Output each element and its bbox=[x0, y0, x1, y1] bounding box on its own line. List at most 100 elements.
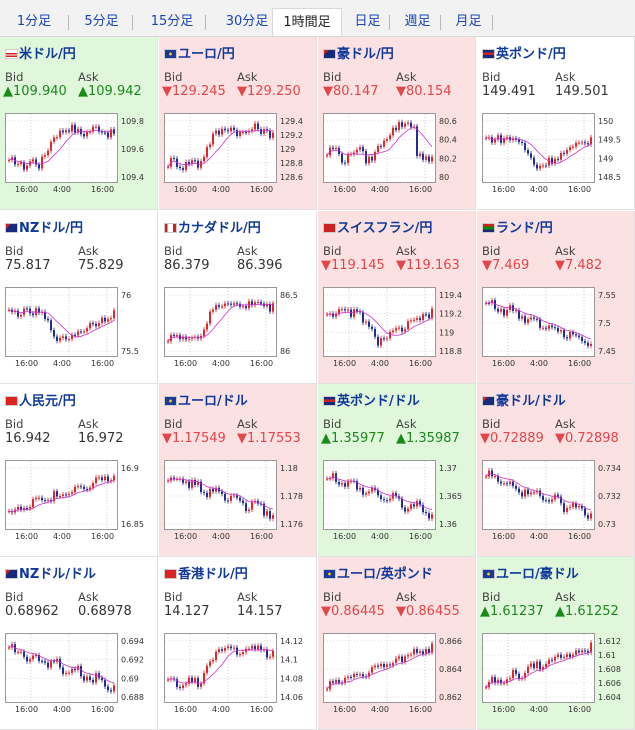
rate-panel[interactable]: NZドル/ドル Bid Ask 0.68962 0.68978 0.694 0.692 0.6… bbox=[0, 557, 158, 730]
pair-name-link[interactable]: ユーロ/ドル bbox=[164, 390, 248, 409]
rate-panel[interactable]: 香港ドル/円 Bid Ask 14.127 14.157 14.12 14.1 14.08 14… bbox=[159, 557, 317, 730]
moving-average-line bbox=[485, 473, 592, 511]
rate-panel[interactable]: スイスフラン/円 Bid Ask ▼119.145 ▼119.163 119.4 119.2… bbox=[318, 211, 476, 384]
price-chart[interactable]: 7.55 7.5 7.45 16:00 4:00 16:00 bbox=[482, 287, 632, 369]
price-chart[interactable]: 76 75.5 16:00 4:00 16:00 bbox=[5, 287, 155, 369]
x-tick-label: 4:00 bbox=[371, 532, 389, 541]
y-tick-label: 7.55 bbox=[598, 291, 616, 300]
pair-name-link[interactable]: ランド/円 bbox=[482, 217, 553, 236]
candle-body bbox=[200, 481, 202, 493]
candle-body bbox=[380, 338, 382, 346]
candle-body bbox=[575, 503, 577, 508]
candle-body bbox=[62, 130, 64, 133]
candle-body bbox=[182, 168, 184, 170]
candle-body bbox=[329, 478, 331, 480]
candle-body bbox=[500, 679, 502, 684]
x-tick-label: 16:00 bbox=[15, 532, 38, 541]
moving-average-line bbox=[167, 478, 274, 510]
rate-panel[interactable]: ランド/円 Bid Ask ▼7.469 ▼7.482 7.55 7.5 7.45 16:00 4… bbox=[477, 211, 635, 384]
candle-body bbox=[380, 495, 382, 500]
rate-panel[interactable]: NZドル/円 Bid Ask 75.817 75.829 76 75.5 16:00 4:00 1… bbox=[0, 211, 158, 384]
rate-panel[interactable]: 英ポンド/円 Bid Ask 149.491 149.501 150 149.5 149 148… bbox=[477, 37, 635, 210]
candle-body bbox=[581, 650, 583, 653]
candle-body bbox=[590, 137, 592, 145]
tab-5[interactable]: 1時間足 bbox=[272, 8, 342, 36]
price-chart[interactable]: 1.37 1.365 1.36 16:00 4:00 16:00 bbox=[323, 460, 473, 542]
rate-panel[interactable]: ユーロ/英ポンド Bid Ask ▼0.86445 ▼0.86455 0.866 0.864… bbox=[318, 557, 476, 730]
y-tick-label: 129.2 bbox=[280, 131, 303, 140]
candle-body bbox=[572, 503, 574, 507]
candle-body bbox=[179, 686, 181, 689]
rate-panel[interactable]: 豪ドル/ドル Bid Ask ▼0.72889 ▼0.72898 0.734 0.732 0.… bbox=[477, 384, 635, 557]
candle-body bbox=[521, 678, 523, 680]
rate-panel[interactable]: 人民元/円 Bid Ask 16.942 16.972 16.9 16.85 16:00 4:0… bbox=[0, 384, 158, 557]
candle-body bbox=[362, 312, 364, 323]
pair-name-link[interactable]: 豪ドル/ドル bbox=[482, 390, 566, 409]
candle-body bbox=[77, 486, 79, 488]
candle-body bbox=[365, 493, 367, 495]
candle-body bbox=[80, 486, 82, 488]
pair-name-link[interactable]: ユーロ/英ポンド bbox=[323, 563, 433, 582]
candle-body bbox=[257, 302, 259, 304]
tab-8[interactable]: 月足 bbox=[455, 14, 482, 29]
pair-name-link[interactable]: ユーロ/円 bbox=[164, 43, 235, 62]
candle-body bbox=[239, 654, 241, 656]
tab-2[interactable]: 5分足 bbox=[84, 14, 119, 29]
price-chart[interactable]: 86.5 86 16:00 4:00 16:00 bbox=[164, 287, 314, 369]
pair-name-link[interactable]: カナダドル/円 bbox=[164, 217, 261, 236]
candle-body bbox=[584, 508, 586, 516]
tab-6[interactable]: 日足 bbox=[354, 14, 381, 29]
candle-body bbox=[101, 317, 103, 324]
pair-name-link[interactable]: NZドル/ドル bbox=[5, 563, 96, 582]
rate-panel[interactable]: ユーロ/円 Bid Ask ▼129.245 ▼129.250 129.4 129.2 129… bbox=[159, 37, 317, 210]
ask-label: Ask bbox=[78, 417, 99, 431]
pair-name-link[interactable]: 豪ドル/円 bbox=[323, 43, 394, 62]
rate-panel[interactable]: ユーロ/豪ドル Bid Ask ▲1.61237 ▲1.61252 1.612 1.61 1.… bbox=[477, 557, 635, 730]
price-chart[interactable]: 0.734 0.732 0.73 16:00 4:00 16:00 bbox=[482, 460, 632, 542]
price-chart[interactable]: 14.12 14.1 14.08 14.06 16:00 4:00 16:00 bbox=[164, 633, 314, 715]
candle-body bbox=[347, 154, 349, 164]
candlestick-chart: 129.4 129.2 129 128.8 128.6 16:00 4:00 16:00 bbox=[164, 113, 303, 194]
price-chart[interactable]: 0.694 0.692 0.69 0.688 16:00 4:00 16:00 bbox=[5, 633, 155, 715]
rate-panel[interactable]: カナダドル/円 Bid Ask 86.379 86.396 86.5 86 16:00 4:00… bbox=[159, 211, 317, 384]
price-chart[interactable]: 119.4 119.2 119 118.8 16:00 4:00 16:00 bbox=[323, 287, 473, 369]
price-chart[interactable]: 1.612 1.61 1.608 1.606 1.604 16:00 4:00 16:00 bbox=[482, 633, 632, 715]
pair-name-link[interactable]: 香港ドル/円 bbox=[164, 563, 248, 582]
rate-panel[interactable]: 豪ドル/円 Bid Ask ▼80.147 ▼80.154 80.6 80.4 80.2 80 1… bbox=[318, 37, 476, 210]
pair-name-link[interactable]: 英ポンド/円 bbox=[482, 43, 566, 62]
candle-body bbox=[542, 495, 544, 501]
flag-icon bbox=[5, 49, 18, 59]
price-chart[interactable]: 0.866 0.864 0.862 16:00 4:00 16:00 bbox=[323, 633, 473, 715]
pair-name-link[interactable]: 米ドル/円 bbox=[5, 43, 76, 62]
candle-body bbox=[524, 143, 526, 151]
price-chart[interactable]: 129.4 129.2 129 128.8 128.6 16:00 4:00 16:00 bbox=[164, 113, 314, 195]
candle-body bbox=[65, 336, 67, 340]
tab-4[interactable]: 30分足 bbox=[225, 14, 269, 29]
pair-name-link[interactable]: NZドル/円 bbox=[5, 217, 83, 236]
price-chart[interactable]: 109.8 109.6 109.4 16:00 4:00 16:00 bbox=[5, 113, 155, 195]
price-chart[interactable]: 80.6 80.4 80.2 80 16:00 4:00 16:00 bbox=[323, 113, 473, 195]
pair-name-link[interactable]: スイスフラン/円 bbox=[323, 217, 432, 236]
candle-body bbox=[425, 156, 427, 160]
rate-panel[interactable]: 英ポンド/ドル Bid Ask ▲1.35977 ▲1.35987 1.37 1.365 1.… bbox=[318, 384, 476, 557]
candle-body bbox=[191, 479, 193, 488]
bid-value: 149.491 bbox=[482, 84, 536, 99]
candle-body bbox=[215, 651, 217, 660]
candle-body bbox=[185, 162, 187, 170]
price-chart[interactable]: 1.18 1.178 1.176 16:00 4:00 16:00 bbox=[164, 460, 314, 542]
pair-name-link[interactable]: 人民元/円 bbox=[5, 390, 76, 409]
candle-body bbox=[182, 478, 184, 483]
pair-name-link[interactable]: ユーロ/豪ドル bbox=[482, 563, 579, 582]
tab-1[interactable]: 1分足 bbox=[16, 14, 52, 29]
price-chart[interactable]: 150 149.5 149 148.5 16:00 4:00 16:00 bbox=[482, 113, 632, 195]
pair-name-link[interactable]: 英ポンド/ドル bbox=[323, 390, 420, 409]
rate-panel[interactable]: 米ドル/円 Bid Ask ▲109.940 ▲109.942 109.8 109.6 109… bbox=[0, 37, 158, 210]
tab-3[interactable]: 15分足 bbox=[150, 14, 194, 29]
flag-icon bbox=[482, 49, 495, 59]
rate-panel[interactable]: ユーロ/ドル Bid Ask ▼1.17549 ▼1.17553 1.18 1.178 1.1… bbox=[159, 384, 317, 557]
candle-body bbox=[518, 310, 520, 319]
tab-7[interactable]: 週足 bbox=[404, 14, 431, 29]
price-chart[interactable]: 16.9 16.85 16:00 4:00 16:00 bbox=[5, 460, 155, 542]
candlestick-chart: 1.18 1.178 1.176 16:00 4:00 16:00 bbox=[164, 460, 303, 541]
candle-body bbox=[509, 481, 511, 484]
